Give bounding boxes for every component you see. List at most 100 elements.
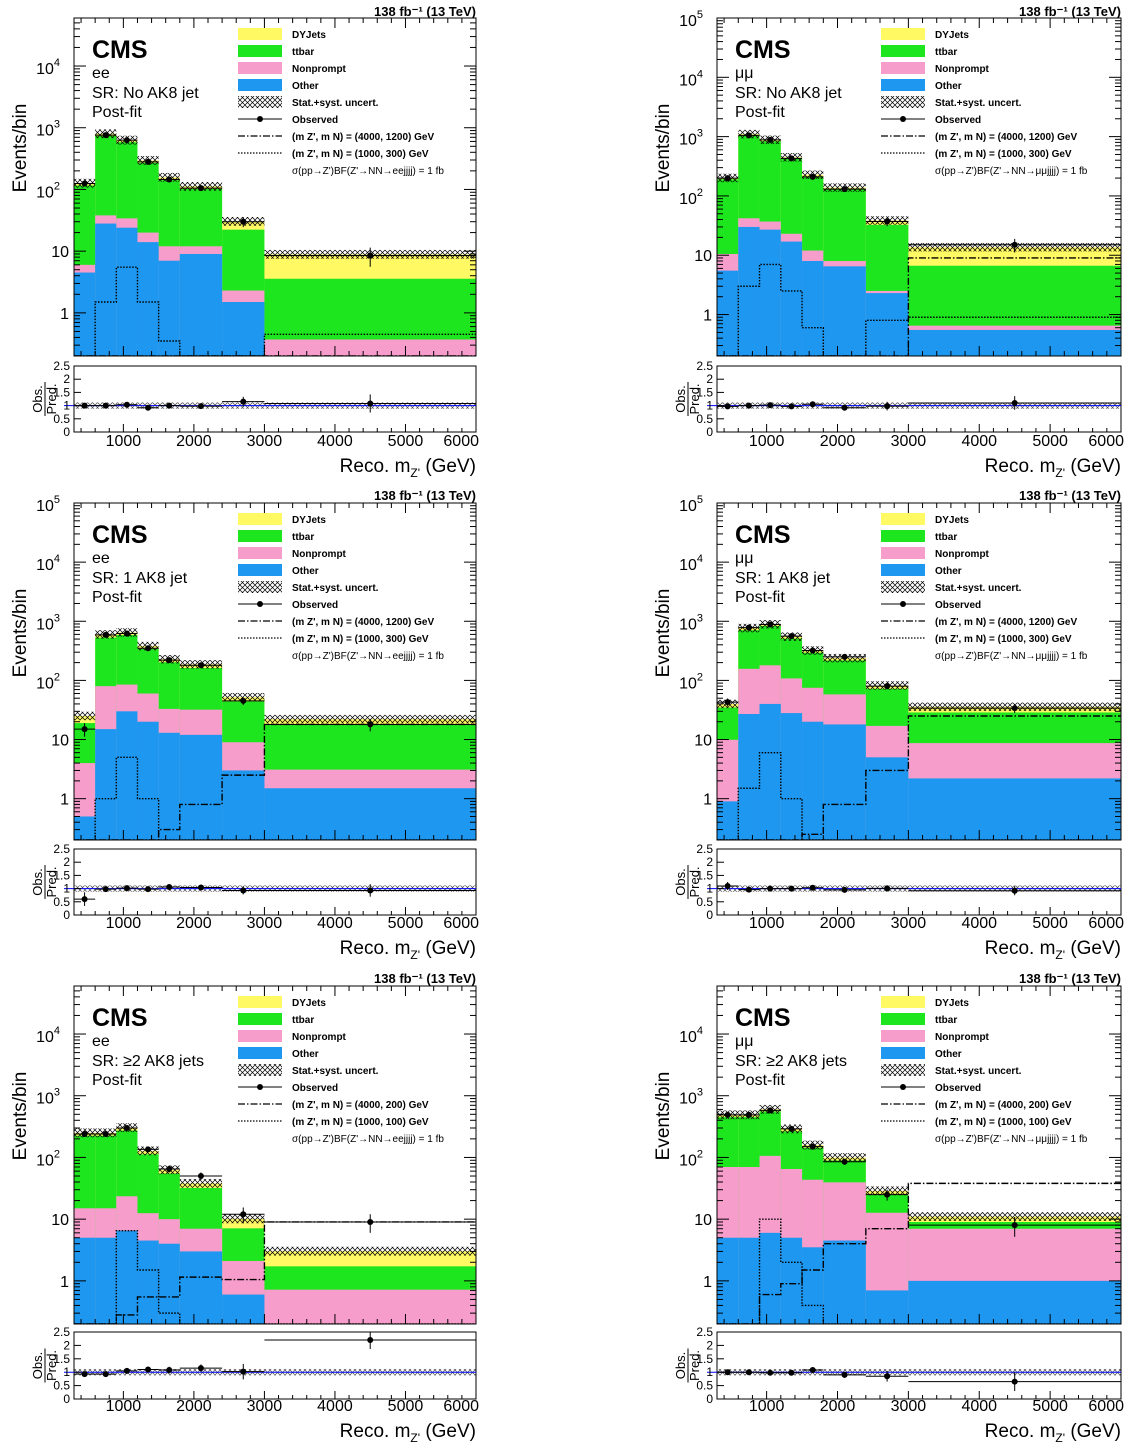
observed-point-bin-3 — [767, 621, 774, 628]
x-tick-label: 4000 — [961, 1398, 997, 1415]
y-tick-label: 102 — [36, 671, 60, 692]
ratio-point — [745, 886, 752, 893]
ratio-point — [884, 403, 891, 410]
observed-point-bin-8 — [367, 721, 374, 728]
ratio-title-bottom: Pred. — [44, 1350, 59, 1381]
observed-point-bin-1 — [81, 180, 88, 187]
observed-point-bin-2 — [745, 624, 752, 631]
legend-swatch-dy — [881, 996, 925, 1008]
legend-swatch-dy — [881, 28, 925, 40]
x-tick-label: 5000 — [1032, 915, 1068, 932]
observed-point-bin-4 — [145, 1146, 152, 1153]
ratio-point — [197, 403, 204, 410]
legend-label-np: Nonprompt — [935, 549, 990, 560]
x-tick-label: 1000 — [749, 915, 785, 932]
y-tick-label: 104 — [36, 553, 60, 574]
ratio-point — [166, 884, 173, 891]
x-axis-title: Reco. mZ' (GeV) — [985, 456, 1121, 480]
channel-label: μμ — [735, 1033, 753, 1050]
cms-label: CMS — [92, 521, 148, 549]
signal-line-dotted — [74, 266, 476, 356]
y-tick-label: 10 — [694, 248, 712, 265]
x-axis-title: Reco. mZ' (GeV) — [340, 938, 476, 962]
bar-other-bin-2 — [738, 226, 760, 356]
ratio-point — [788, 403, 795, 410]
y-tick-label: 105 — [679, 9, 703, 30]
y-tick-label: 1 — [60, 1274, 69, 1291]
legend-label-obs: Observed — [292, 1083, 338, 1094]
region-label: SR: ≥2 AK8 jets — [735, 1053, 847, 1070]
ratio-point — [767, 885, 774, 892]
bar-other-bin-5 — [158, 1243, 180, 1324]
observed-point-bin-2 — [745, 132, 752, 139]
observed-point-bin-2 — [102, 631, 109, 638]
bar-other-bin-6 — [823, 1240, 866, 1324]
uncertainty-band-bin-6 — [823, 1153, 866, 1162]
lumi-label: 138 fb⁻¹ (13 TeV) — [374, 971, 476, 986]
observed-point-bin-6 — [197, 185, 204, 192]
bar-other-bin-6 — [823, 724, 866, 840]
y-tick-label: 103 — [36, 1087, 60, 1108]
ratio-point — [123, 401, 130, 408]
legend-obs-marker — [900, 601, 906, 607]
bar-other-bin-8 — [908, 778, 1121, 840]
bar-other-bin-3 — [759, 229, 781, 356]
ratio-frame — [73, 848, 477, 916]
ratio-y-tick-label: 1.5 — [696, 1352, 713, 1366]
bar-other-bin-6 — [179, 253, 223, 356]
main-plot-frame — [73, 985, 477, 1325]
main-plot-area — [717, 129, 1121, 356]
ratio-point — [1011, 1378, 1018, 1385]
x-tick-label: 2000 — [176, 1398, 212, 1415]
bar-other-bin-8 — [264, 788, 476, 840]
ratio-point — [240, 398, 247, 405]
bar-other-bin-7 — [865, 1290, 909, 1324]
ratio-y-tick-label: 2 — [63, 855, 70, 869]
legend-label-unc: Stat.+syst. uncert. — [292, 583, 379, 594]
legend-label-signal-1: (m Z', m N) = (4000, 1200) GeV — [935, 132, 1077, 143]
ratio-y-tick-label: 2.5 — [53, 1325, 70, 1339]
y-axis-title: Events/bin — [10, 1072, 31, 1161]
x-tick-label: 4000 — [317, 433, 353, 450]
ratio-point — [145, 404, 152, 411]
ratio-y-tick-label: 0.5 — [53, 412, 70, 426]
observed-point-bin-5 — [166, 657, 173, 664]
observed-point-bin-5 — [809, 173, 816, 180]
legend-label-signal-2: (m Z', m N) = (1000, 300) GeV — [292, 634, 429, 645]
legend-swatch-unc — [238, 581, 282, 593]
observed-point-bin-1 — [81, 726, 88, 733]
ratio-y-tick-label: 2 — [706, 1338, 713, 1352]
channel-label: ee — [92, 1033, 110, 1050]
legend-swatch-dy — [238, 996, 282, 1008]
legend-label-unc: Stat.+syst. uncert. — [935, 583, 1022, 594]
x-tick-label: 2000 — [820, 915, 856, 932]
legend-swatch-ot — [238, 79, 282, 91]
observed-point-bin-7 — [884, 683, 891, 690]
bar-other-bin-4 — [137, 721, 159, 840]
fit-label: Post-fit — [735, 589, 785, 606]
legend-label-signal-2: (m Z', m N) = (1000, 100) GeV — [292, 1117, 429, 1128]
x-tick-label: 1000 — [749, 1398, 785, 1415]
ratio-point — [197, 1365, 204, 1372]
legend-label-tt: ttbar — [292, 1015, 314, 1026]
ratio-y-tick-label: 0 — [63, 1392, 70, 1406]
observed-point-bin-3 — [123, 137, 130, 144]
bar-other-bin-7 — [222, 301, 265, 356]
x-tick-label: 5000 — [388, 915, 424, 932]
observed-point-bin-6 — [197, 1173, 204, 1180]
legend-label-xsec: σ(pp→Z')BF(Z'→NN→eejjjj) = 1 fb — [292, 651, 444, 662]
legend-swatch-unc — [238, 1064, 282, 1076]
legend-label-signal-2: (m Z', m N) = (1000, 300) GeV — [292, 149, 429, 160]
legend-label-xsec: σ(pp→Z')BF(Z'→NN→μμjjjj) = 1 fb — [935, 1134, 1088, 1145]
ratio-point — [809, 1367, 816, 1374]
legend-swatch-np — [881, 1030, 925, 1042]
x-tick-label: 4000 — [317, 915, 353, 932]
observed-point-bin-5 — [809, 647, 816, 654]
legend-swatch-ot — [238, 564, 282, 576]
observed-point-bin-7 — [240, 1211, 247, 1218]
legend-swatch-unc — [881, 1064, 925, 1076]
ratio-point — [767, 402, 774, 409]
ratio-point — [240, 1368, 247, 1375]
